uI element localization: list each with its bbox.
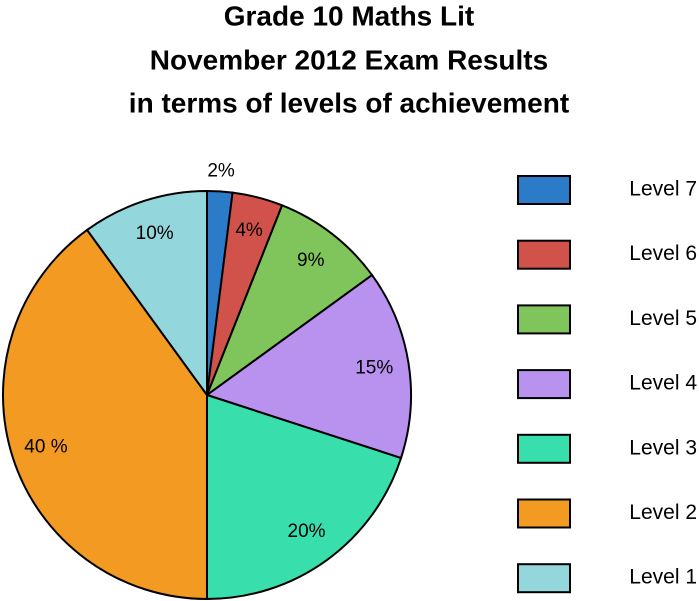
legend-label: Level 4 xyxy=(629,372,697,395)
legend-label: Level 5 xyxy=(629,307,697,330)
data-label: 40 % xyxy=(24,436,67,457)
data-label: 9% xyxy=(297,250,325,271)
data-label: 15% xyxy=(355,358,393,379)
data-label: 2% xyxy=(207,160,235,181)
pie-slice xyxy=(204,273,412,460)
chart-title: November 2012 Exam Results xyxy=(150,44,548,75)
legend-swatch xyxy=(517,239,571,270)
legend-swatch xyxy=(517,433,571,464)
legend-swatch xyxy=(517,304,571,335)
legend-label: Level 2 xyxy=(629,501,697,524)
chart-title: Grade 10 Maths Lit xyxy=(224,0,475,31)
legend-label: Level 7 xyxy=(629,178,697,201)
data-label: 10% xyxy=(136,223,174,244)
legend-swatch xyxy=(517,563,571,594)
legend-label: Level 6 xyxy=(629,242,697,265)
data-label: 4% xyxy=(235,220,263,241)
data-label: 20% xyxy=(288,521,326,542)
pie-slice xyxy=(204,204,374,398)
legend-swatch xyxy=(517,498,571,529)
legend-swatch xyxy=(517,369,571,400)
legend-swatch xyxy=(517,175,571,205)
chart-title: in terms of levels of achievement xyxy=(129,87,569,118)
legend-label: Level 3 xyxy=(629,436,697,459)
pie-slice xyxy=(85,189,208,399)
pie-slice xyxy=(2,228,208,601)
pie-slice xyxy=(206,393,403,601)
legend-label: Level 1 xyxy=(629,566,697,589)
